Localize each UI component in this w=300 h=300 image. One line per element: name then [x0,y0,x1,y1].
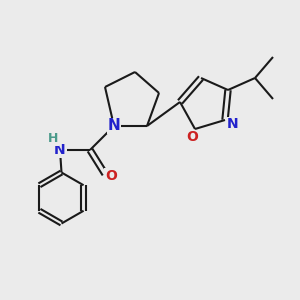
Text: N: N [108,118,120,134]
Text: O: O [186,130,198,144]
Text: O: O [105,169,117,182]
Text: N: N [227,118,238,131]
Text: H: H [48,132,59,145]
Text: N: N [54,143,66,157]
